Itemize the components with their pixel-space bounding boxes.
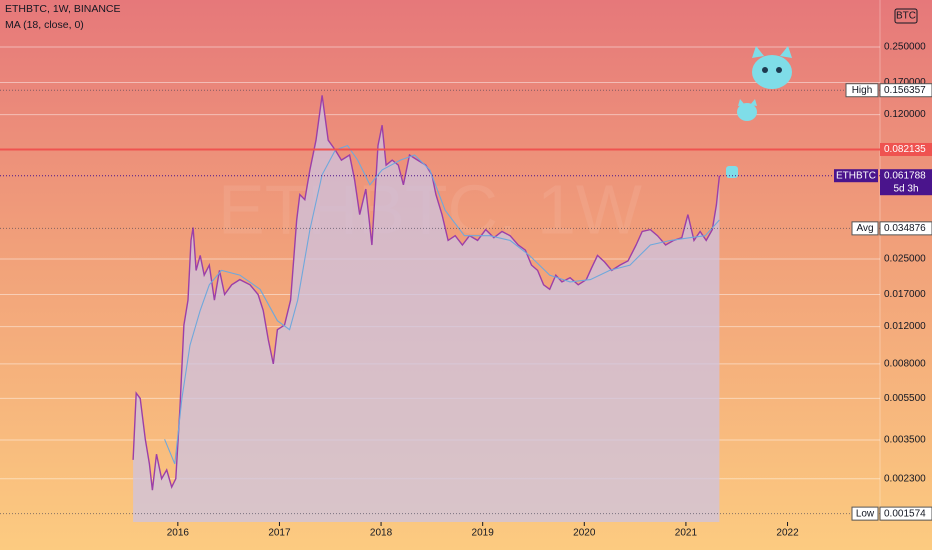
price-label: High <box>852 85 873 96</box>
y-tick-label: 0.120000 <box>884 109 926 120</box>
price-label-box <box>851 221 879 236</box>
y-tick-label: 0.003500 <box>884 435 926 446</box>
x-tick-label: 2017 <box>268 528 291 539</box>
price-value: 0.001574 <box>884 508 926 519</box>
price-box <box>879 83 932 98</box>
price-label: ETHBTC <box>836 170 876 181</box>
currency: BTC <box>896 11 916 22</box>
countdown: 5d 3h <box>893 183 918 194</box>
price-value: 0.061788 <box>884 170 926 181</box>
price-box <box>880 169 932 196</box>
price-label-box <box>834 169 878 183</box>
price-label: Avg <box>856 223 873 234</box>
logo-small <box>726 166 738 178</box>
y-tick-label: 0.012000 <box>884 321 926 332</box>
y-tick-label: 0.025000 <box>884 254 926 265</box>
price-value: 0.082135 <box>884 144 926 155</box>
y-tick-label: 0.017000 <box>884 289 926 300</box>
price-value: 0.034876 <box>884 223 926 234</box>
y-tick-label: 0.002300 <box>884 473 926 484</box>
price-box <box>879 221 932 236</box>
y-tick-label: 0.170000 <box>884 77 926 88</box>
x-tick-label: 2022 <box>776 528 799 539</box>
y-tick-label: 0.005500 <box>884 393 926 404</box>
indicator-label: MA (18, close, 0) <box>5 19 84 31</box>
x-tick-label: 2016 <box>167 528 190 539</box>
price-area <box>133 95 720 523</box>
price-box <box>879 506 932 521</box>
x-tick-label: 2018 <box>370 528 393 539</box>
price-label-box <box>845 83 879 98</box>
ma-line <box>164 144 720 465</box>
price-box <box>880 143 932 157</box>
y-tick-label: 0.250000 <box>884 42 926 53</box>
logo-big <box>752 46 792 89</box>
price-line <box>132 95 721 491</box>
x-tick-label: 2019 <box>472 528 495 539</box>
price-label: Low <box>856 508 875 519</box>
chart-title: ETHBTC, 1W, BINANCE <box>5 3 121 15</box>
logo-mid <box>737 99 757 121</box>
price-value: 0.156357 <box>884 85 926 96</box>
currency-badge[interactable] <box>894 8 918 24</box>
price-label-box <box>851 506 879 521</box>
y-tick-label: 0.008000 <box>884 359 926 370</box>
x-tick-label: 2021 <box>675 528 698 539</box>
x-tick-label: 2020 <box>573 528 596 539</box>
plot <box>132 95 721 523</box>
